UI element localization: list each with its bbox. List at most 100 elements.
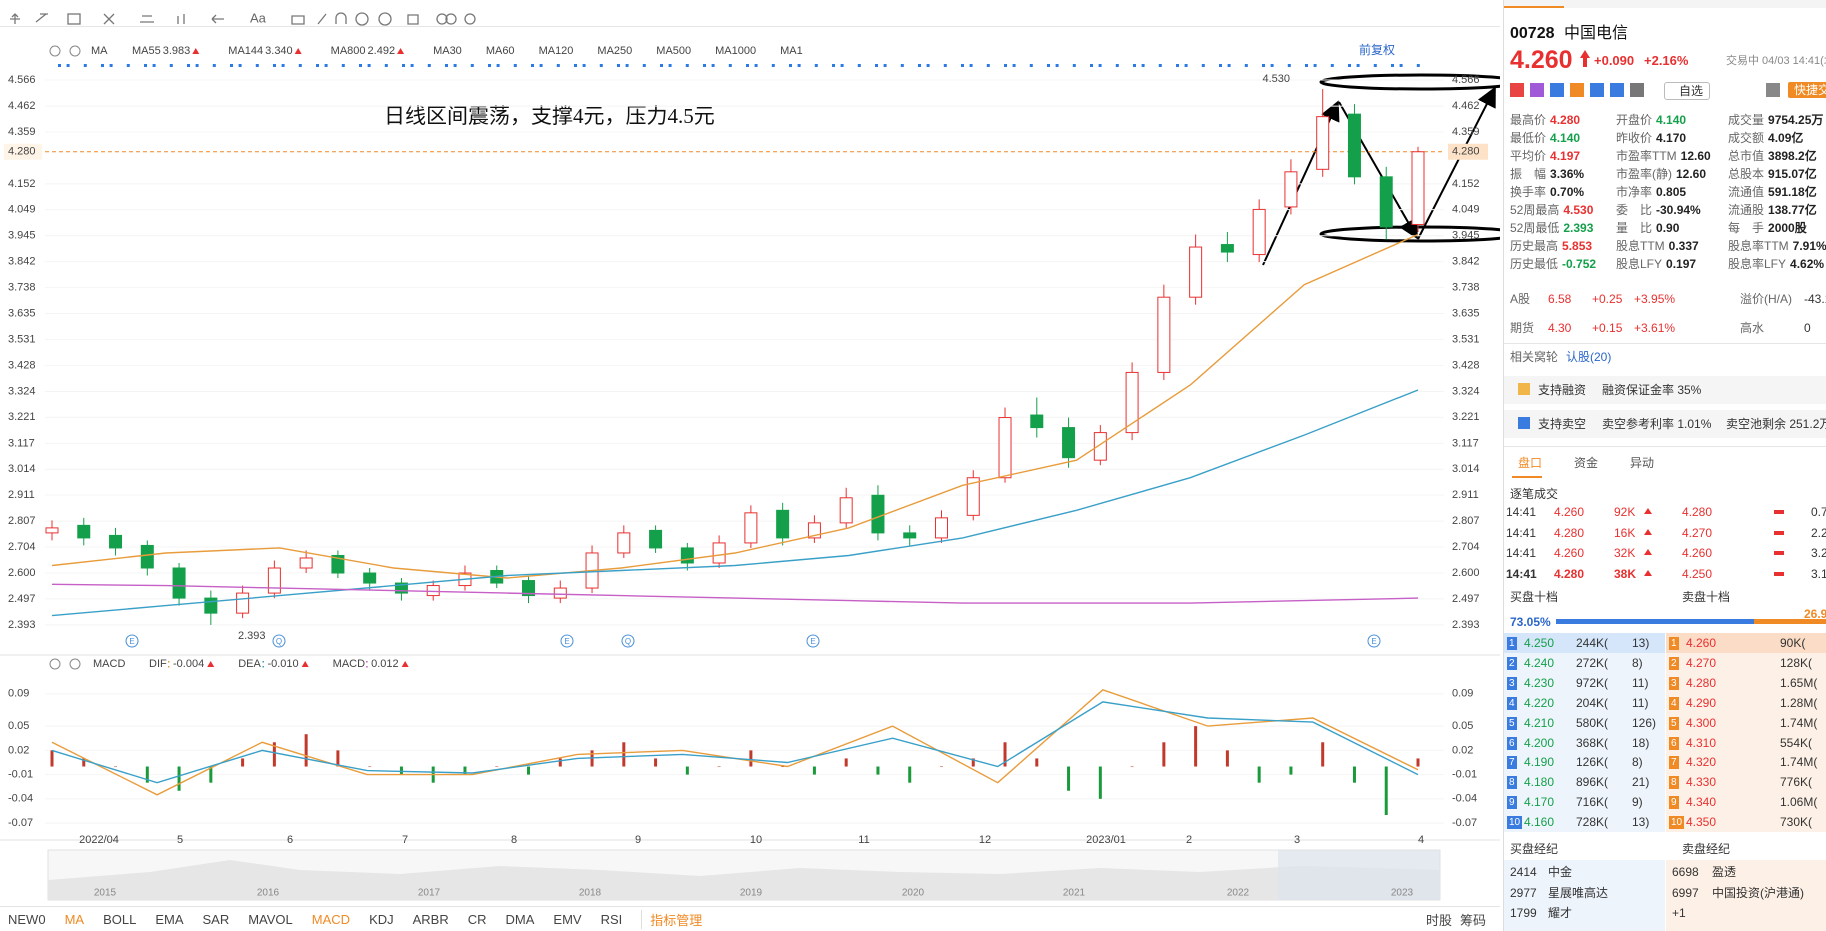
panel-tab[interactable]: 异动 <box>1630 456 1655 470</box>
candle-body <box>204 597 218 614</box>
side-tab[interactable]: 筹码 <box>1459 912 1486 928</box>
warrants-link[interactable]: 认股(20) <box>1566 350 1612 364</box>
indicator-tab[interactable]: NEW0 <box>8 911 46 927</box>
stat-value: 2000股 <box>1768 221 1807 235</box>
stat-value: 4.197 <box>1550 149 1581 163</box>
ask-level: 4 <box>1669 696 1679 710</box>
last-price-label: 4.280 <box>1452 146 1480 158</box>
up-arrow <box>192 48 200 54</box>
ask-volume: 730K( <box>1780 815 1813 830</box>
event-marker[interactable] <box>806 634 820 648</box>
ask-row <box>1666 732 1826 753</box>
stat: 开盘价 4.140 <box>1616 112 1686 128</box>
indicator-tab[interactable]: MA <box>64 911 85 927</box>
stat: 总股本 915.07亿 <box>1728 166 1817 182</box>
event-dot <box>539 64 543 67</box>
watch-button[interactable]: 自选 <box>1664 82 1711 100</box>
cross-value: 0 <box>1804 321 1811 335</box>
bid-level: 2 <box>1507 656 1517 670</box>
event-dot <box>1356 64 1360 67</box>
y-tick-label: 4.049 <box>8 204 36 216</box>
event-marker[interactable] <box>1367 634 1381 648</box>
stat-label: 股息TTM <box>1616 239 1665 253</box>
candle-body <box>331 554 345 574</box>
bid-row <box>1504 752 1665 773</box>
legend-name: MA60 <box>486 45 515 57</box>
y-tick-label: -0.04 <box>8 793 33 805</box>
indicator-tab[interactable]: MAVOL <box>248 911 293 927</box>
indicator-tab[interactable]: SAR <box>202 911 230 927</box>
indicator-tab[interactable]: CR <box>467 911 487 927</box>
colon <box>366 666 368 668</box>
legend-name: MA500 <box>656 45 691 57</box>
indicator-tab[interactable]: KDJ <box>369 911 394 927</box>
settings-icon[interactable] <box>49 45 61 57</box>
navigator-window[interactable] <box>1278 850 1440 900</box>
close-icon[interactable] <box>69 45 81 57</box>
indicator-tab[interactable]: DMA <box>505 911 535 927</box>
legend-value: 3.340 <box>265 45 293 57</box>
macd-bar <box>1321 742 1325 767</box>
level-value: 3.28 <box>1811 546 1826 560</box>
settings-icon[interactable] <box>49 658 61 670</box>
bid-level: 7 <box>1507 756 1517 770</box>
panel-tab[interactable]: 资金 <box>1574 456 1599 470</box>
rights-toggle[interactable]: 前复权 <box>1359 42 1395 57</box>
y-tick-label: 2.704 <box>8 541 36 553</box>
side-tab[interactable]: 时股 <box>1425 912 1452 928</box>
bid-volume: 204K( <box>1576 695 1609 710</box>
trade-volume: 32K <box>1614 546 1636 560</box>
trade-arrow <box>1644 569 1652 576</box>
colon <box>262 666 264 668</box>
panel <box>1504 410 1826 438</box>
level-value: 2.28 <box>1811 525 1826 540</box>
high-label: 4.530 <box>1262 73 1290 85</box>
indicator-tab[interactable]: ARBR <box>412 911 449 927</box>
ask-volume: 128K( <box>1780 655 1813 670</box>
event-dot <box>169 64 173 67</box>
trade-price: 4.280 <box>1554 525 1585 540</box>
event-marker[interactable] <box>621 634 635 648</box>
ask-price: 4.280 <box>1686 675 1717 690</box>
text-tool[interactable]: Aa <box>250 10 267 25</box>
indicator-tab[interactable]: EMA <box>155 911 184 927</box>
candle-body <box>1062 427 1076 459</box>
close-icon[interactable] <box>69 658 81 670</box>
event-dot <box>1158 64 1162 67</box>
indicator-tab[interactable]: MACD <box>311 911 351 927</box>
bid-count: 8) <box>1632 655 1643 670</box>
ask-row <box>1666 712 1826 733</box>
stat: 52周最低 2.393 <box>1510 220 1593 236</box>
event-dot <box>789 64 792 67</box>
event-marker[interactable] <box>272 634 286 648</box>
y-tick-label: 3.842 <box>1452 255 1480 267</box>
indicator-manage[interactable]: 指标管理 <box>641 909 702 929</box>
drawings <box>1319 73 1500 243</box>
event-marker[interactable] <box>125 634 139 648</box>
event-dot <box>703 64 706 67</box>
panel <box>1504 376 1826 404</box>
price-arrow-stem <box>1583 57 1587 67</box>
event-dot <box>1012 64 1016 67</box>
event-dot <box>488 64 491 67</box>
x-tick-label: 12 <box>979 834 991 846</box>
broker-id: +1 <box>1672 906 1686 920</box>
y-tick-label: 3.428 <box>1452 359 1480 371</box>
indicator-tab[interactable]: EMV <box>553 911 582 927</box>
candle-body <box>1189 246 1203 298</box>
event-dot <box>445 64 448 67</box>
stat-value: 12.60 <box>1680 149 1711 163</box>
indicator-tab[interactable]: BOLL <box>103 911 137 927</box>
y-tick-label: 0.02 <box>1452 744 1473 756</box>
quick-trade[interactable]: 快捷交 <box>1788 82 1826 98</box>
panel-tab[interactable]: 盘口 <box>1518 456 1543 470</box>
event-marker[interactable] <box>560 634 574 648</box>
indicator-tab[interactable]: RSI <box>600 911 623 927</box>
macd-bar <box>304 734 308 767</box>
event-dot <box>230 64 233 67</box>
indicator-name: MACD <box>93 658 125 670</box>
broker-name: 星展唯高达 <box>1548 885 1609 900</box>
bid-volume: 244K( <box>1576 636 1609 650</box>
x-tick-label: 6 <box>287 834 293 846</box>
stat-value: -30.94% <box>1656 203 1701 217</box>
